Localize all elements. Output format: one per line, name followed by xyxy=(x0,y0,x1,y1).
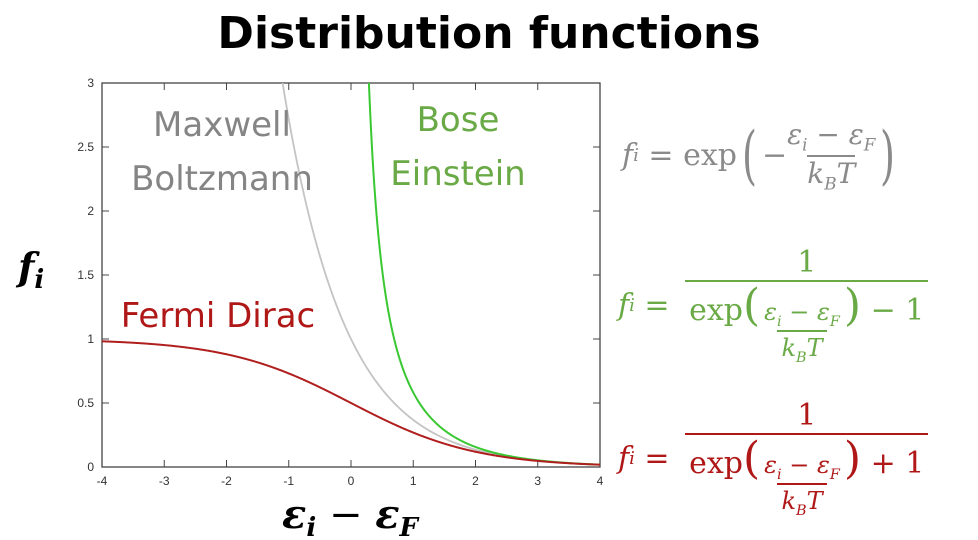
x-tick-label: 0 xyxy=(348,474,355,488)
y-tick-label: 1 xyxy=(87,332,94,346)
x-tick-label: -1 xyxy=(283,474,294,488)
curve-fermi-dirac xyxy=(102,340,600,466)
x-tick-label: -3 xyxy=(159,474,170,488)
series-labels: Maxwell Boltzmann Bose Einstein Fermi Dirac xyxy=(121,100,526,336)
series-label: Boltzmann xyxy=(131,159,313,199)
axes: -4 -3 -2 -1 0 1 2 3 4 0 0.5 1 1.5 2 2.5 3 xyxy=(77,76,603,488)
curves xyxy=(102,83,600,466)
x-tick-label: -2 xyxy=(221,474,232,488)
y-tick-label: 0 xyxy=(87,460,94,474)
y-tick-label: 2 xyxy=(87,204,94,218)
y-tick-label: 3 xyxy=(87,76,94,90)
x-tick-label: 1 xyxy=(410,474,417,488)
y-tick-label: 1.5 xyxy=(77,268,94,282)
x-tick-label: -4 xyxy=(97,474,108,488)
x-tick-label: 2 xyxy=(472,474,479,488)
series-label: Maxwell xyxy=(153,105,291,145)
series-label: Einstein xyxy=(390,154,525,194)
series-label: Bose xyxy=(417,100,500,140)
x-axis-label: εi − εF xyxy=(282,491,420,540)
y-axis-label: fi xyxy=(15,244,44,295)
page-title: Distribution functions xyxy=(217,8,761,59)
series-label: Fermi Dirac xyxy=(121,296,316,336)
y-tick-label: 2.5 xyxy=(77,140,94,154)
x-tick-label: 3 xyxy=(534,474,541,488)
y-tick-label: 0.5 xyxy=(77,396,94,410)
x-tick-label: 4 xyxy=(597,474,604,488)
